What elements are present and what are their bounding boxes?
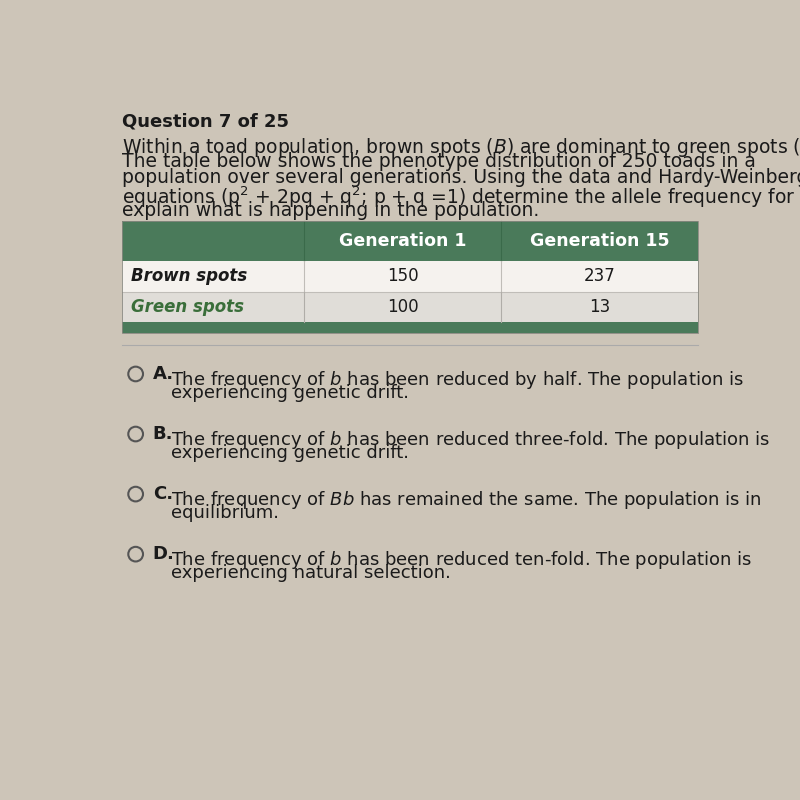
Text: experiencing genetic drift.: experiencing genetic drift. bbox=[171, 444, 410, 462]
Text: explain what is happening in the population.: explain what is happening in the populat… bbox=[122, 201, 539, 220]
Text: The frequency of $\it{Bb}$ has remained the same. The population is in: The frequency of $\it{Bb}$ has remained … bbox=[171, 489, 762, 510]
Text: experiencing genetic drift.: experiencing genetic drift. bbox=[171, 384, 410, 402]
Text: C.: C. bbox=[153, 485, 173, 503]
Text: population over several generations. Using the data and Hardy-Weinberg: population over several generations. Usi… bbox=[122, 168, 800, 187]
Text: Generation 15: Generation 15 bbox=[530, 232, 670, 250]
Text: The frequency of $\it{b}$ has been reduced three-fold. The population is: The frequency of $\it{b}$ has been reduc… bbox=[171, 429, 770, 450]
Text: Green spots: Green spots bbox=[131, 298, 244, 316]
Text: B.: B. bbox=[153, 425, 173, 443]
Text: experiencing natural selection.: experiencing natural selection. bbox=[171, 564, 451, 582]
Text: 100: 100 bbox=[387, 298, 418, 316]
Text: 150: 150 bbox=[387, 267, 418, 285]
Text: 237: 237 bbox=[584, 267, 616, 285]
FancyBboxPatch shape bbox=[122, 322, 698, 333]
Text: Within a toad population, brown spots ($\it{B}$) are dominant to green spots ($\: Within a toad population, brown spots ($… bbox=[122, 136, 800, 159]
Text: equilibrium.: equilibrium. bbox=[171, 504, 279, 522]
Text: Brown spots: Brown spots bbox=[131, 267, 247, 285]
FancyBboxPatch shape bbox=[122, 261, 698, 291]
Text: equations (p$^2$ + 2pq + q$^2$; p + q =1) determine the allele frequency for $\i: equations (p$^2$ + 2pq + q$^2$; p + q =1… bbox=[122, 185, 800, 210]
Text: The frequency of $\it{b}$ has been reduced by half. The population is: The frequency of $\it{b}$ has been reduc… bbox=[171, 369, 744, 390]
Text: Question 7 of 25: Question 7 of 25 bbox=[122, 113, 289, 131]
Text: A.: A. bbox=[153, 365, 174, 383]
Text: The table below shows the phenotype distribution of 250 toads in a: The table below shows the phenotype dist… bbox=[122, 152, 755, 171]
Text: 13: 13 bbox=[590, 298, 610, 316]
FancyBboxPatch shape bbox=[122, 291, 698, 322]
FancyBboxPatch shape bbox=[122, 221, 698, 261]
Text: The frequency of $\it{b}$ has been reduced ten-fold. The population is: The frequency of $\it{b}$ has been reduc… bbox=[171, 549, 752, 570]
Text: Generation 1: Generation 1 bbox=[339, 232, 466, 250]
Text: D.: D. bbox=[153, 545, 174, 563]
